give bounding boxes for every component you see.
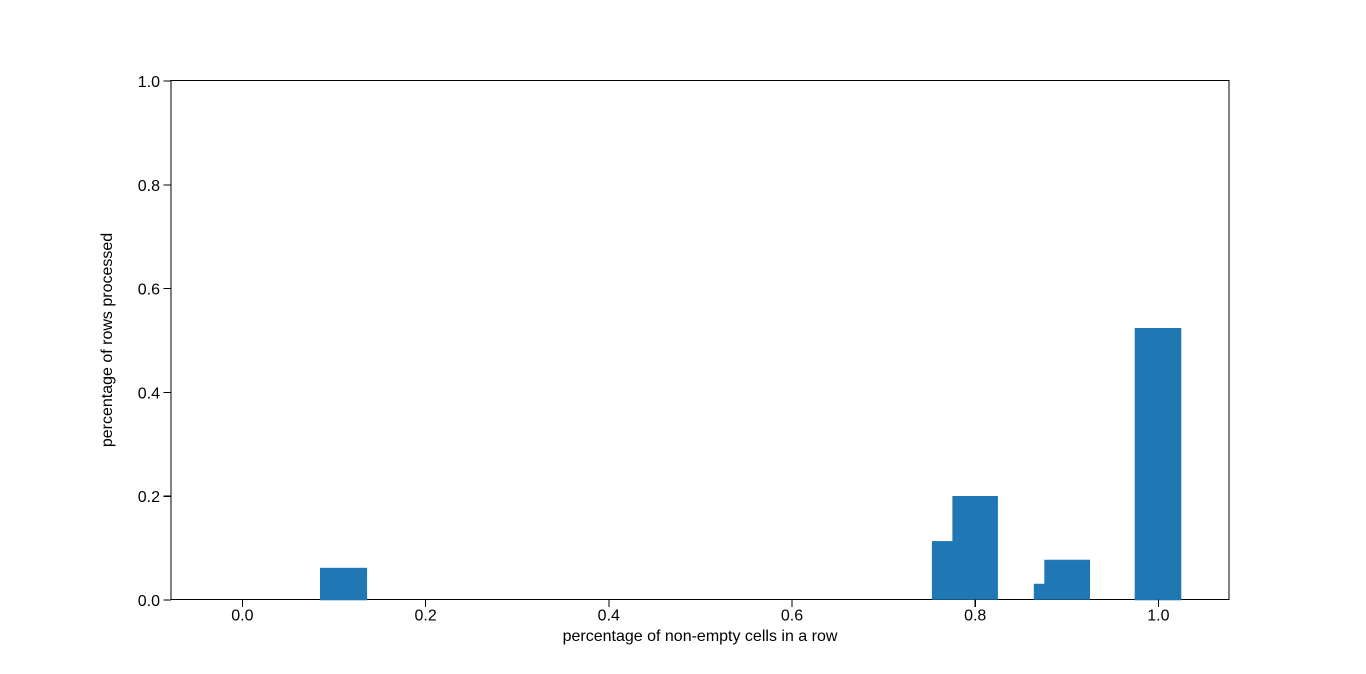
svg-text:0.2: 0.2: [414, 608, 436, 625]
svg-text:percentage of rows processed: percentage of rows processed: [99, 233, 116, 447]
svg-text:0.0: 0.0: [231, 608, 253, 625]
svg-text:1.0: 1.0: [138, 74, 160, 91]
svg-text:0.8: 0.8: [138, 178, 160, 195]
svg-text:0.6: 0.6: [138, 282, 160, 299]
svg-text:1.0: 1.0: [1147, 608, 1169, 625]
svg-text:0.4: 0.4: [138, 385, 160, 402]
svg-text:0.0: 0.0: [138, 593, 160, 610]
svg-text:percentage of non-empty cells: percentage of non-empty cells in a row: [563, 628, 838, 645]
svg-text:0.4: 0.4: [598, 608, 620, 625]
svg-text:0.2: 0.2: [138, 489, 160, 506]
svg-text:0.8: 0.8: [964, 608, 986, 625]
svg-text:0.6: 0.6: [781, 608, 803, 625]
